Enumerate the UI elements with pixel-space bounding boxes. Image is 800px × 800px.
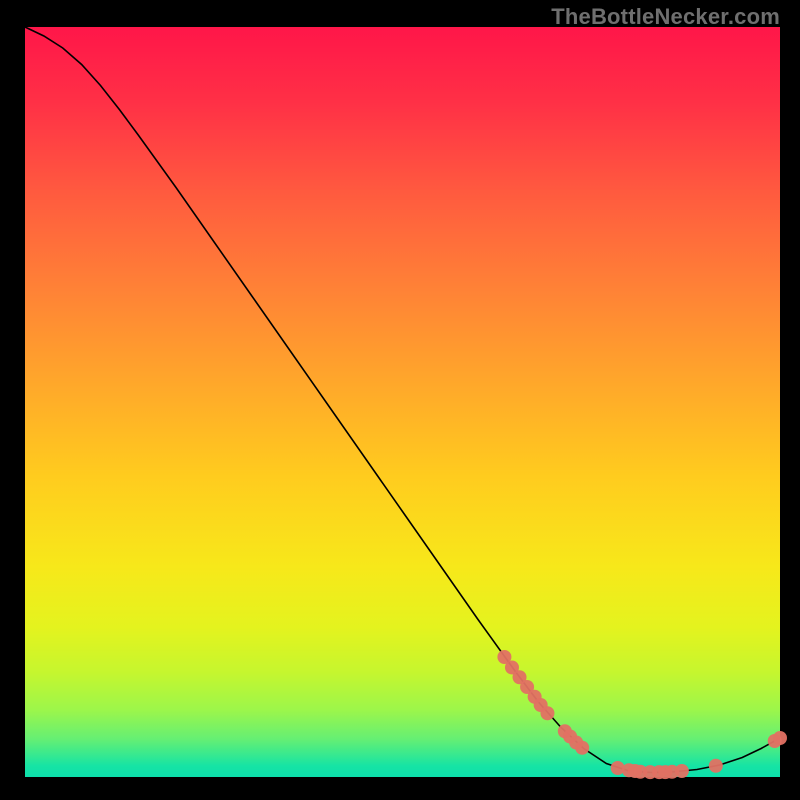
bottleneck-chart: TheBottleNecker.com [0,0,800,800]
chart-svg [0,0,800,800]
data-point [709,759,723,773]
watermark-text: TheBottleNecker.com [551,4,780,30]
data-point [773,731,787,745]
plot-background [25,27,780,777]
data-point [675,764,689,778]
data-point [540,706,554,720]
data-point [575,741,589,755]
